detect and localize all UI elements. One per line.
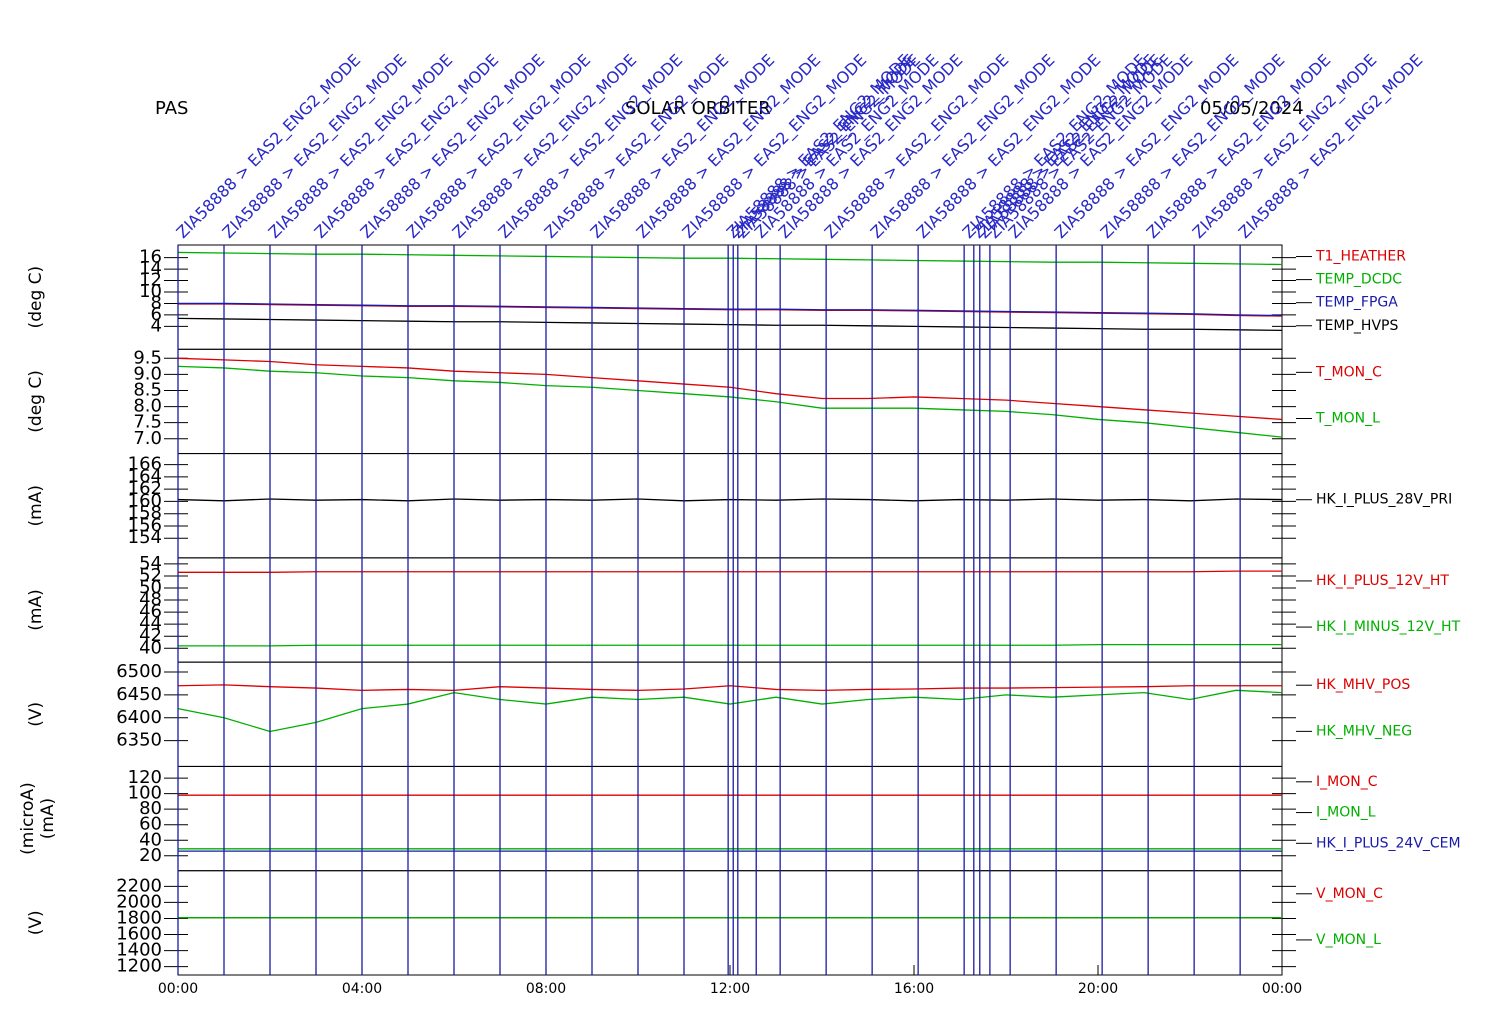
y-axis-label: (V) (26, 910, 46, 935)
y-axis-label: (mA) (26, 485, 46, 526)
panel-frame (177, 453, 1283, 559)
header-right: 05/05/2024 (1200, 98, 1304, 119)
series-line (177, 251, 1283, 266)
legend-label: T_MON_C (1315, 364, 1382, 380)
y-axis-label: (deg C) (26, 370, 46, 433)
legend-label: V_MON_L (1316, 932, 1381, 948)
y-tick-label: 8.0 (133, 396, 162, 417)
series-line (177, 684, 1282, 691)
legend-label: HK_MHV_POS (1316, 677, 1410, 693)
header-center: SOLAR ORBITER (625, 98, 771, 119)
y-tick-label: 44 (139, 613, 162, 634)
panel-frame (177, 870, 1283, 976)
legend-label: TEMP_HVPS (1315, 318, 1398, 334)
panel-frame (177, 348, 1283, 455)
y-tick-label: 6 (151, 304, 162, 325)
y-tick-label: 9.0 (133, 363, 162, 384)
y-tick-label: 9.5 (133, 347, 162, 368)
x-tick-label: 04:00 (342, 981, 382, 997)
y-tick-label: 20 (139, 845, 162, 866)
y-axis-label: (deg C) (26, 266, 46, 329)
legend-label: V_MON_C (1316, 886, 1383, 902)
y-tick-label: 2200 (116, 875, 162, 896)
y-tick-label: 100 (128, 783, 162, 804)
series-line (178, 644, 1282, 647)
y-tick-label: 14 (139, 258, 162, 279)
panel-frame (177, 244, 1283, 350)
legend-label: TEMP_DCDC (1315, 272, 1402, 288)
series-line (177, 498, 1283, 502)
series-line (177, 317, 1283, 332)
legend-label: T_MON_L (1315, 411, 1380, 427)
y-axis-label: (mA) (26, 589, 46, 630)
y-tick-label: 6500 (116, 661, 162, 682)
legend-label: HK_MHV_NEG (1316, 723, 1412, 739)
y-tick-label: 40 (139, 829, 162, 850)
x-tick-label: 12:00 (710, 981, 750, 997)
y-tick-label: 120 (128, 767, 162, 788)
x-tick-label: 16:00 (894, 981, 934, 997)
y-tick-label: 162 (128, 478, 162, 499)
series-line (178, 570, 1282, 573)
legend-label: T1_HEATHER (1315, 249, 1406, 265)
y-tick-label: 46 (139, 601, 162, 622)
y-tick-label: 16 (139, 247, 162, 268)
x-tick-label: 00:00 (158, 981, 198, 997)
y-tick-label: 7.5 (133, 412, 162, 433)
x-tick-label: 08:00 (526, 981, 566, 997)
y-tick-label: 7.0 (133, 428, 162, 449)
y-tick-label: 2000 (116, 891, 162, 912)
y-tick-label: 52 (139, 565, 162, 586)
y-axis-label: (microA) (18, 782, 38, 855)
y-tick-label: 50 (139, 577, 162, 598)
y-tick-label: 156 (128, 515, 162, 536)
y-tick-label: 6450 (116, 684, 162, 705)
x-tick-label: 00:00 (1262, 981, 1302, 997)
y-tick-label: 54 (139, 553, 162, 574)
legend-label: TEMP_FPGA (1315, 295, 1398, 311)
y-axis-label: (mA) (38, 798, 58, 839)
y-tick-label: 158 (128, 503, 162, 524)
legend-label: HK_I_MINUS_12V_HT (1316, 619, 1461, 635)
y-tick-label: 154 (128, 527, 162, 548)
panel-frame (177, 765, 1283, 872)
series-line (177, 365, 1283, 438)
series-line (177, 357, 1283, 421)
y-tick-label: 1800 (116, 907, 162, 928)
y-tick-label: 8.5 (133, 379, 162, 400)
y-tick-label: 8 (151, 292, 162, 313)
y-axis-label: (V) (26, 702, 46, 727)
y-tick-label: 1600 (116, 924, 162, 945)
legend-label: I_MON_C (1316, 774, 1378, 790)
y-tick-label: 12 (139, 270, 162, 291)
x-tick-label: 20:00 (1078, 981, 1118, 997)
series-line (178, 303, 1283, 317)
legend-label: HK_I_PLUS_28V_PRI (1316, 492, 1452, 508)
y-tick-label: 80 (139, 798, 162, 819)
legend-label: I_MON_L (1316, 805, 1376, 821)
y-tick-label: 48 (139, 589, 162, 610)
y-tick-label: 164 (128, 466, 162, 487)
y-tick-label: 160 (128, 490, 162, 511)
y-tick-label: 6400 (116, 707, 162, 728)
series-line (177, 689, 1283, 733)
panel-frame (177, 557, 1283, 663)
y-tick-label: 1400 (116, 940, 162, 961)
y-tick-label: 60 (139, 814, 162, 835)
y-tick-label: 4 (151, 315, 162, 336)
y-tick-label: 6350 (116, 730, 162, 751)
y-tick-label: 10 (139, 281, 162, 302)
y-tick-label: 40 (139, 637, 162, 658)
y-tick-label: 42 (139, 625, 162, 646)
y-tick-label: 166 (128, 454, 162, 475)
y-tick-label: 1200 (116, 956, 162, 977)
legend-label: HK_I_PLUS_24V_CEM (1316, 835, 1461, 851)
legend-label: HK_I_PLUS_12V_HT (1316, 573, 1449, 589)
header-left: PAS (155, 98, 188, 119)
